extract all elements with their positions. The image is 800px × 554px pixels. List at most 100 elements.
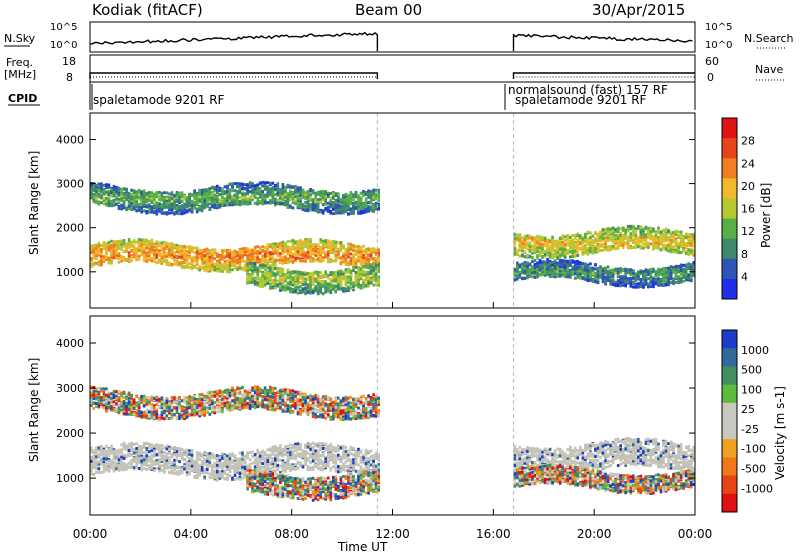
heatmap-cell — [332, 240, 335, 244]
heatmap-cell — [367, 194, 370, 198]
heatmap-cell — [266, 264, 270, 268]
heatmap-cell — [130, 201, 133, 205]
heatmap-cell — [657, 241, 660, 245]
heatmap-cell — [616, 233, 620, 237]
heatmap-cell — [667, 244, 670, 248]
heatmap-cell — [352, 249, 355, 252]
heatmap-cell — [246, 189, 249, 193]
heatmap-cell — [188, 254, 191, 258]
heatmap-cell — [642, 239, 645, 242]
heatmap-cell — [175, 211, 179, 215]
heatmap-cell — [304, 292, 307, 296]
heatmap-cell — [163, 252, 166, 256]
heatmap-cell — [137, 205, 141, 209]
heatmap-cell — [125, 249, 128, 253]
heatmap-cell — [372, 260, 375, 263]
heatmap-cell — [246, 276, 249, 280]
heatmap-cell — [316, 192, 320, 196]
heatmap-cell — [145, 196, 149, 199]
heatmap-cell — [206, 258, 209, 262]
heatmap-cell — [304, 200, 307, 204]
heatmap-cell — [284, 197, 287, 201]
heatmap-cell — [135, 200, 138, 204]
heatmap-cell — [329, 246, 333, 250]
heatmap-cell — [561, 241, 564, 245]
heatmap-cell — [105, 245, 108, 249]
heatmap-cell — [102, 190, 106, 193]
heatmap-cell — [173, 245, 176, 248]
heatmap-cell — [251, 185, 254, 189]
heatmap-cell — [155, 210, 159, 214]
heatmap-cell — [556, 253, 559, 257]
heatmap-cell — [354, 245, 358, 249]
heatmap-cell — [127, 207, 131, 211]
heatmap-cell — [105, 258, 108, 261]
heatmap-cell — [299, 250, 302, 254]
heatmap-cell — [314, 285, 317, 289]
heatmap-cell — [316, 251, 320, 255]
heatmap-cell — [354, 250, 358, 253]
heatmap-cell — [639, 233, 643, 237]
heatmap-cell — [294, 257, 297, 260]
heatmap-cell — [221, 191, 224, 195]
heatmap-cell — [319, 200, 322, 204]
heatmap-cell — [251, 270, 254, 274]
heatmap-cell — [672, 248, 675, 251]
heatmap-cell — [377, 195, 380, 199]
heatmap-cell — [135, 247, 138, 251]
heatmap-cell — [311, 248, 315, 251]
heatmap-cell — [238, 249, 242, 253]
heatmap-cell — [601, 242, 605, 246]
heatmap-cell — [107, 183, 111, 187]
heatmap-cell — [190, 258, 194, 262]
heatmap-cell — [200, 251, 204, 255]
heatmap-cell — [168, 192, 171, 196]
heatmap-cell — [279, 191, 282, 195]
heatmap-cell — [243, 187, 247, 191]
heatmap-cell — [589, 245, 592, 249]
heatmap-cell — [339, 256, 343, 260]
heatmap-cell — [357, 211, 360, 215]
heatmap-cell — [180, 206, 184, 210]
heatmap-cell — [276, 185, 280, 189]
heatmap-cell — [357, 247, 360, 251]
heatmap-cell — [95, 253, 98, 257]
heatmap-cell — [206, 188, 209, 192]
heatmap-cell — [291, 288, 295, 292]
heatmap-cell — [132, 202, 136, 206]
cpid-label: CPID — [8, 92, 37, 105]
heatmap-cell — [173, 262, 176, 266]
freq-line-1 — [89, 72, 379, 79]
heatmap-cell — [281, 185, 285, 189]
heatmap-cell — [125, 258, 128, 262]
heatmap-cell — [299, 276, 302, 279]
heatmap-cell — [206, 203, 209, 207]
heatmap-cell — [226, 186, 229, 190]
heatmap-cell — [624, 229, 627, 233]
heatmap-cell — [178, 212, 181, 216]
heatmap-cell — [367, 248, 370, 251]
heatmap-cell — [352, 203, 355, 206]
heatmap-cell — [624, 235, 627, 239]
heatmap-cell — [168, 211, 171, 215]
heatmap-cell — [309, 287, 312, 291]
heatmap-cell — [188, 194, 191, 198]
heatmap-cell — [122, 192, 126, 195]
heatmap-cell — [117, 207, 121, 210]
heatmap-cell — [332, 192, 335, 196]
heatmap-cell — [274, 201, 277, 205]
heatmap-cell — [362, 278, 365, 282]
heatmap-cell — [672, 231, 675, 234]
heatmap-cell — [596, 237, 600, 241]
heatmap-cell — [357, 250, 360, 254]
heatmap-cell — [228, 189, 232, 193]
heatmap-cell — [634, 227, 638, 231]
heatmap-cell — [195, 210, 199, 214]
heatmap-cell — [652, 247, 655, 251]
heatmap-cell — [281, 279, 285, 283]
heatmap-cell — [642, 246, 645, 250]
heatmap-cell — [211, 200, 214, 204]
heatmap-cell — [173, 196, 176, 200]
heatmap-cell — [591, 242, 595, 246]
heatmap-cell — [284, 277, 287, 281]
